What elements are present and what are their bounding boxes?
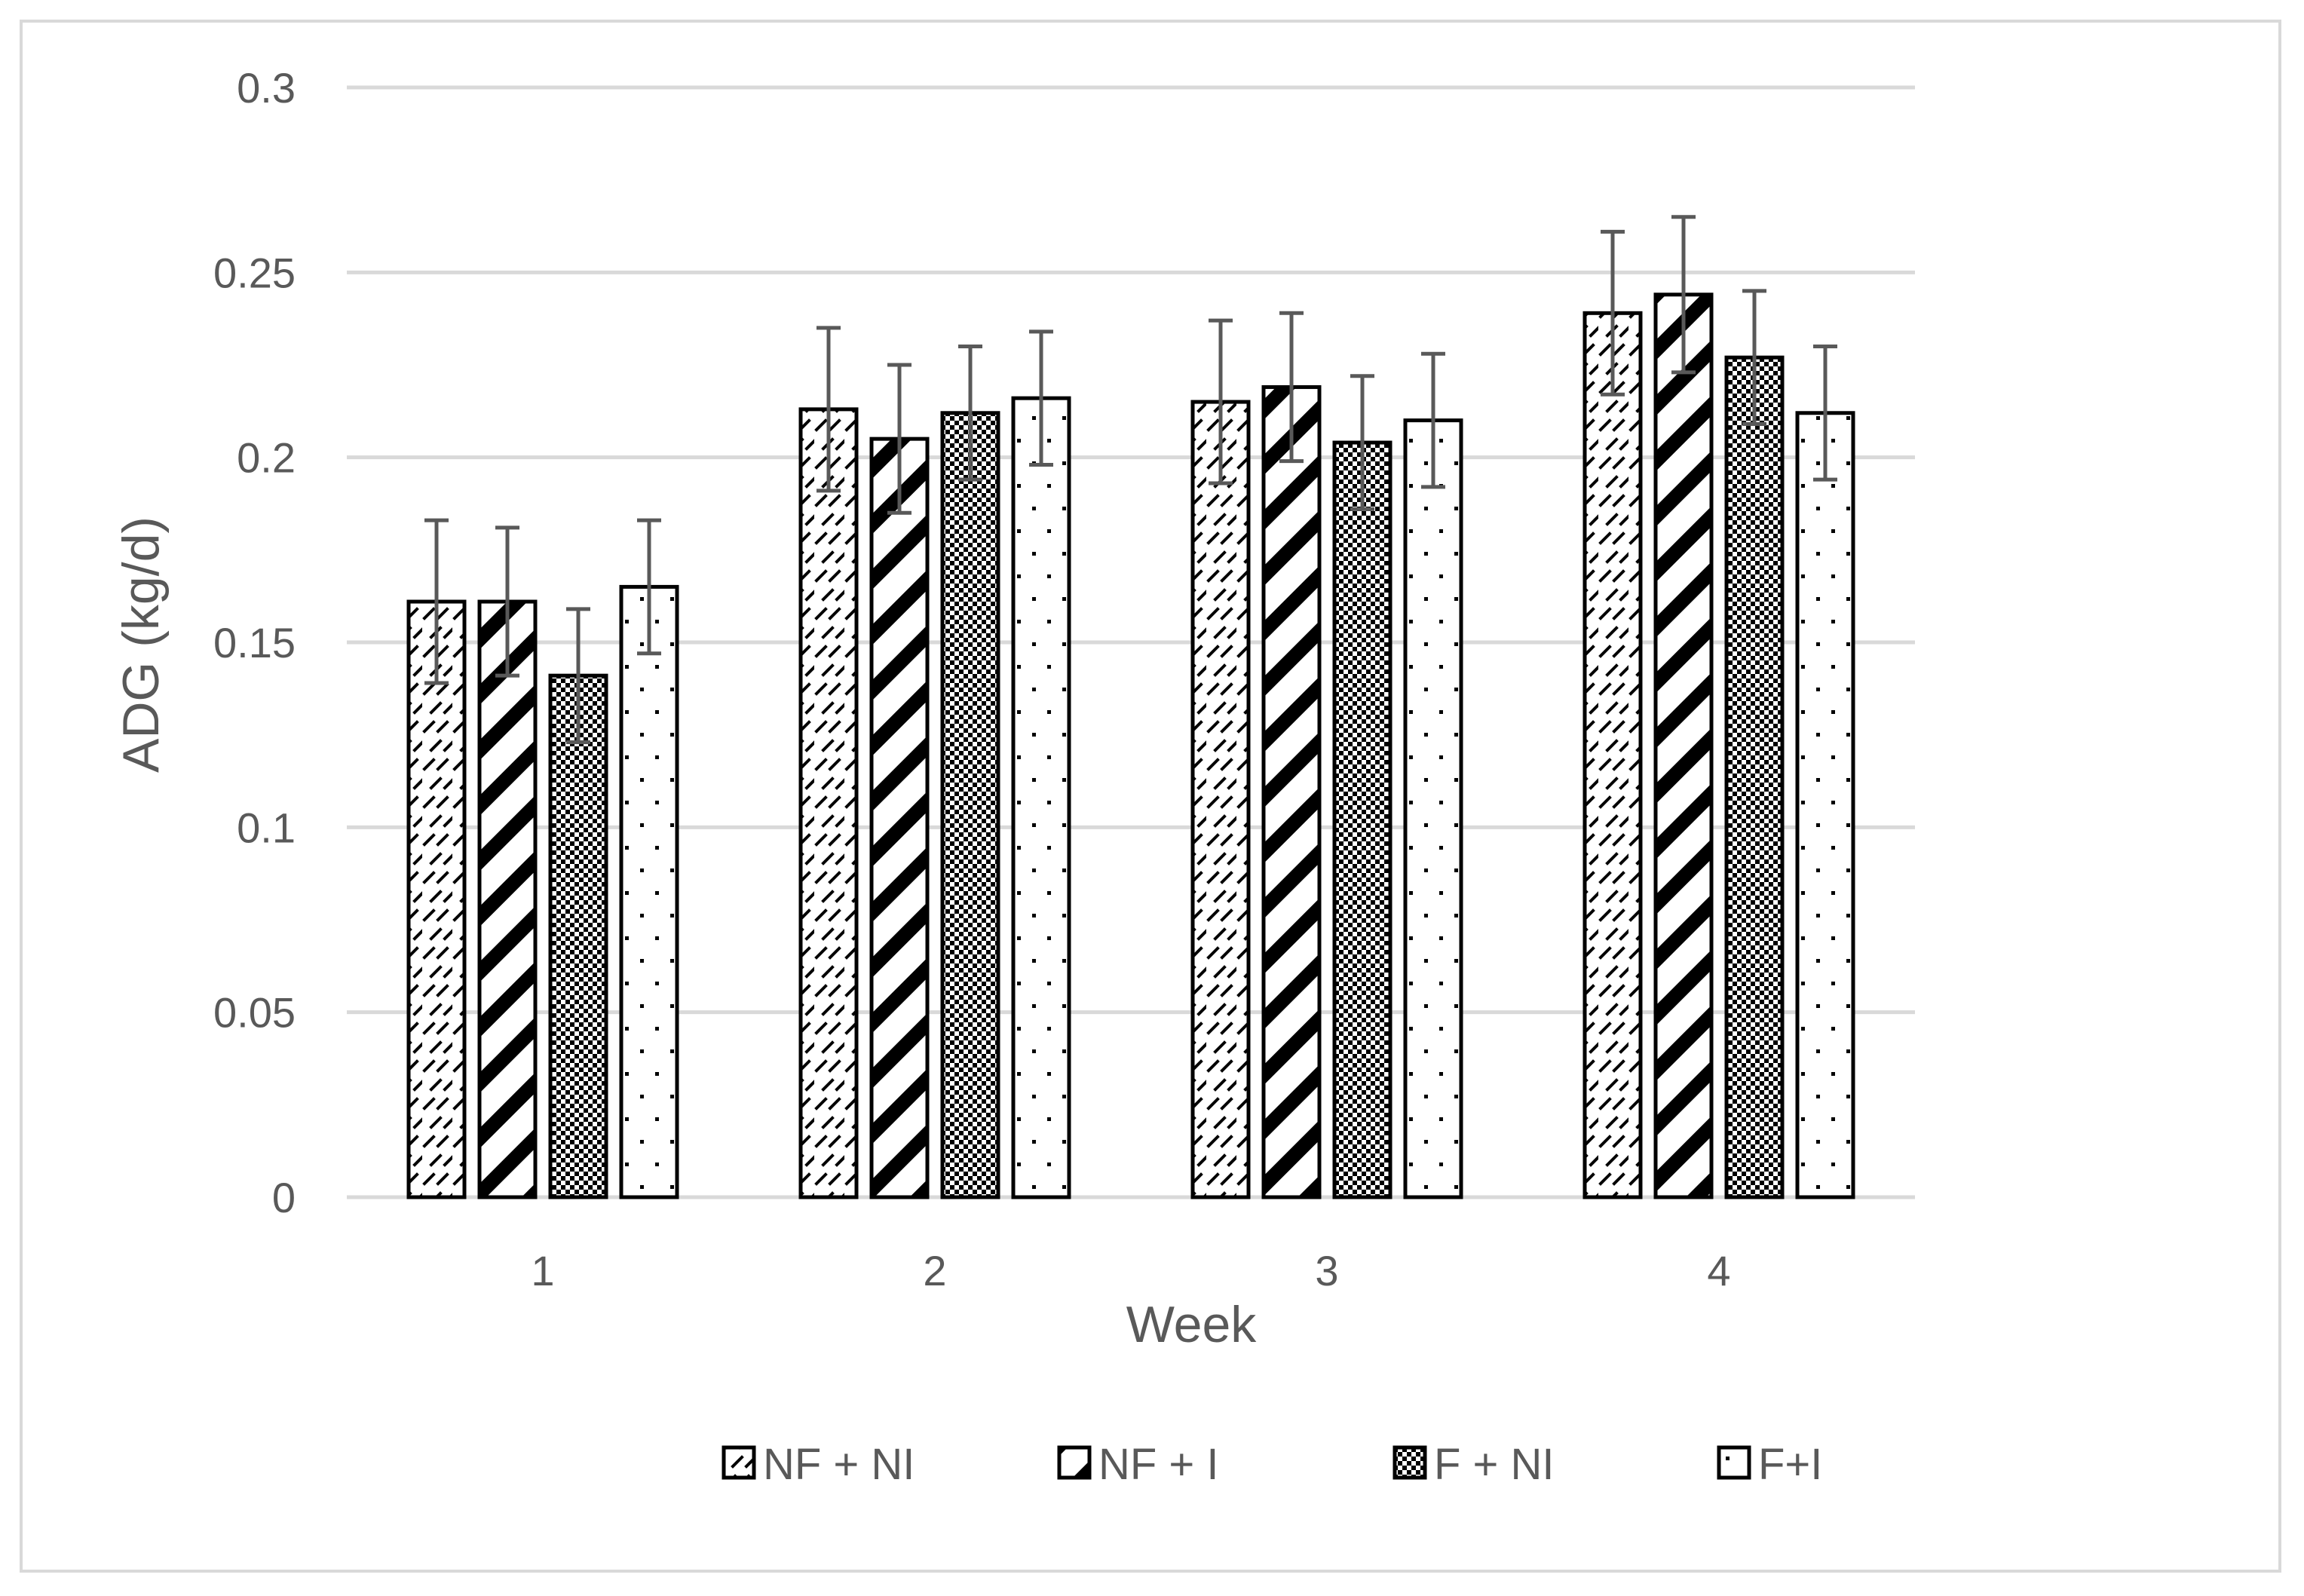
error-bar — [1742, 289, 1766, 427]
bar — [1724, 355, 1785, 1199]
bars — [406, 293, 1855, 1199]
error-bars — [424, 215, 1837, 744]
bar — [1653, 293, 1714, 1199]
legend-item: NF + I — [1057, 1440, 1219, 1489]
legend-swatch — [1717, 1445, 1751, 1480]
error-bar — [1350, 374, 1374, 511]
error-bar — [566, 607, 590, 744]
bar — [1403, 418, 1463, 1199]
bar — [1582, 311, 1643, 1199]
error-bar — [1279, 311, 1304, 464]
error-bar — [495, 525, 519, 678]
error-bar — [1209, 318, 1233, 486]
error-bar — [958, 344, 982, 482]
y-tick-label: 0 — [272, 1174, 296, 1221]
y-axis-ticks: 0 0.05 0.1 0.15 0.2 0.25 0.3 — [213, 64, 296, 1221]
bar — [1332, 440, 1393, 1199]
legend-item: F+I — [1717, 1440, 1822, 1489]
bar — [619, 584, 679, 1199]
bar — [548, 673, 608, 1199]
x-tick-label: 4 — [1707, 1247, 1730, 1294]
y-tick-label: 0.25 — [213, 249, 296, 296]
error-bar — [1671, 215, 1696, 375]
bar — [406, 599, 467, 1199]
error-bar — [424, 518, 449, 685]
legend-swatch — [722, 1445, 756, 1480]
legend-swatch — [1057, 1445, 1092, 1480]
bar — [869, 437, 930, 1199]
legend-label: F+I — [1758, 1440, 1822, 1489]
y-tick-label: 0.2 — [237, 434, 296, 482]
gridlines — [347, 85, 1915, 1199]
x-tick-label: 3 — [1315, 1247, 1338, 1294]
legend-label: NF + I — [1098, 1440, 1219, 1489]
x-tick-label: 1 — [531, 1247, 554, 1294]
bar — [1190, 400, 1251, 1199]
legend-item: F + NI — [1393, 1440, 1555, 1489]
legend-item: NF + NI — [722, 1440, 915, 1489]
chart-frame — [20, 20, 2281, 1573]
error-bar — [1813, 344, 1837, 482]
y-tick-label: 0.1 — [237, 804, 296, 851]
bar — [477, 599, 538, 1199]
legend-label: F + NI — [1434, 1440, 1555, 1489]
legend-label: NF + NI — [763, 1440, 915, 1489]
error-bar — [817, 326, 841, 493]
error-bar — [637, 518, 661, 656]
error-bar — [1601, 229, 1625, 397]
y-tick-label: 0.15 — [213, 619, 296, 666]
bar — [1011, 396, 1071, 1199]
error-bar — [1421, 351, 1445, 489]
x-tick-label: 2 — [923, 1247, 946, 1294]
legend-swatch — [1393, 1445, 1427, 1480]
error-bar — [1029, 329, 1053, 467]
bar — [1795, 411, 1855, 1199]
y-tick-label: 0.05 — [213, 989, 296, 1037]
x-axis-title: Week — [1126, 1296, 1258, 1353]
error-bar — [887, 363, 911, 515]
bar — [798, 407, 859, 1199]
y-tick-label: 0.3 — [237, 64, 296, 112]
legend: NF + NI NF + I F + NI F+I — [722, 1440, 1822, 1489]
x-axis-ticks: 1 2 3 4 — [531, 1247, 1730, 1294]
bar — [1261, 384, 1322, 1199]
y-axis-title: ADG (kg/d) — [112, 516, 170, 773]
bar — [940, 411, 1000, 1199]
